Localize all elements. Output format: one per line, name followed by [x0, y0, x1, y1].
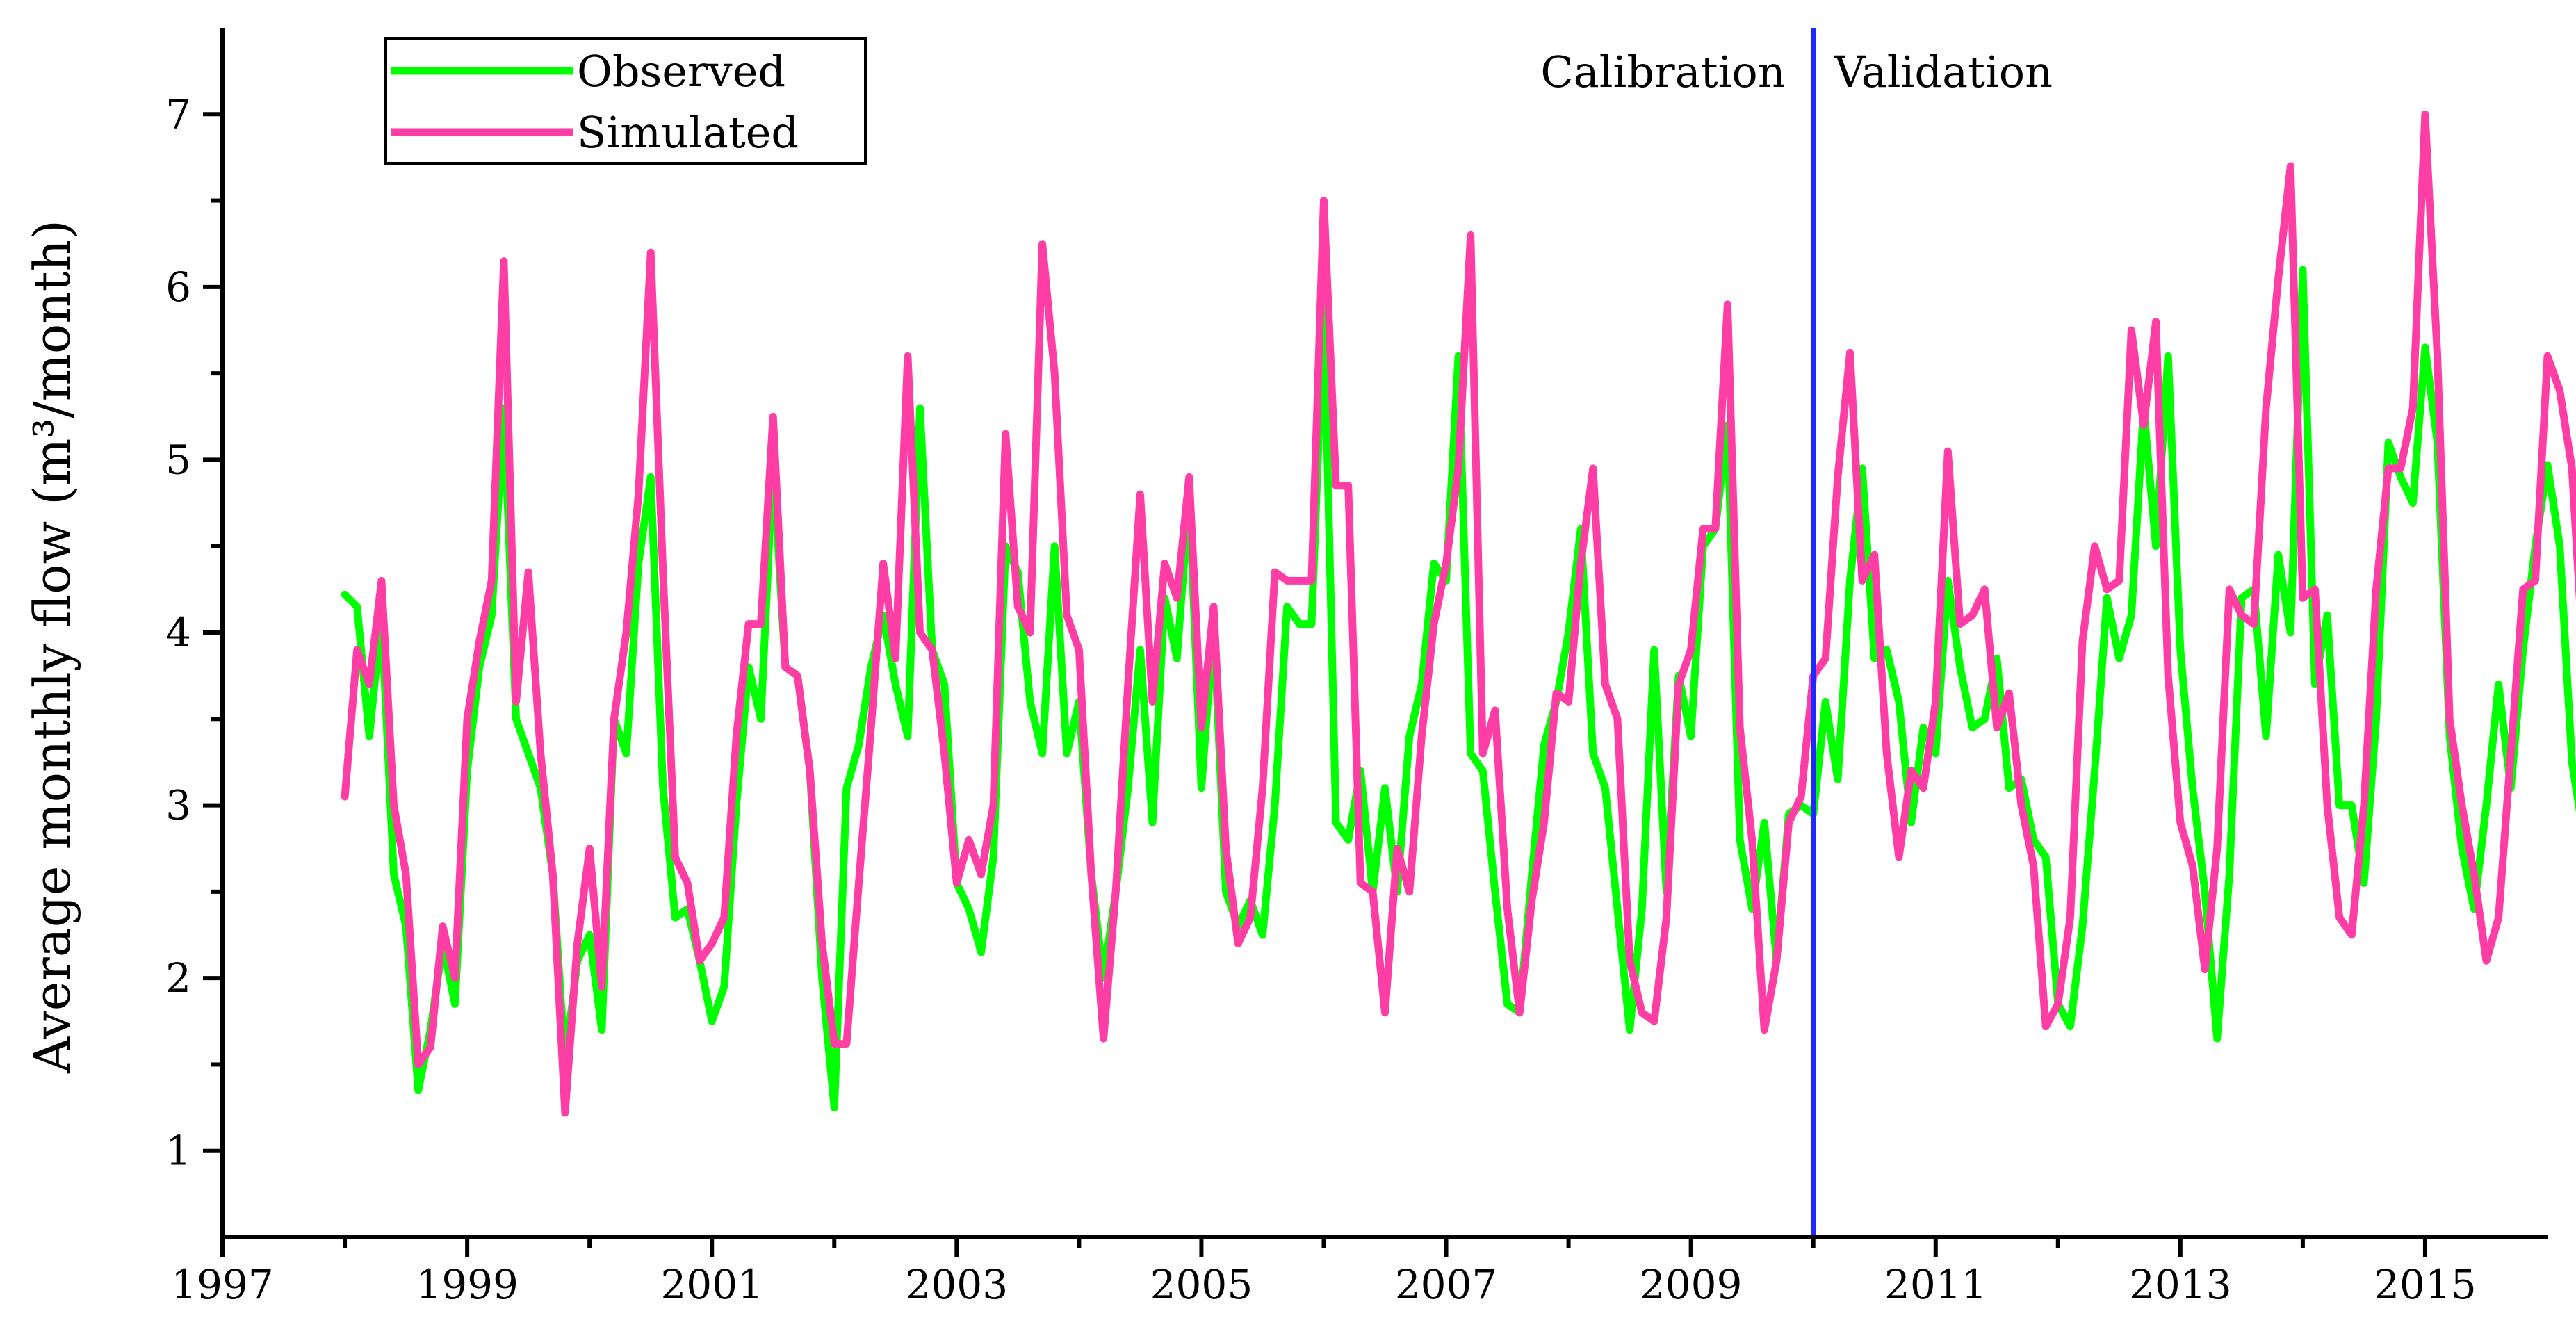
- calibration-label: Calibration: [1540, 47, 1785, 97]
- x-tick-label: 2007: [1395, 1261, 1498, 1308]
- legend-box: [384, 37, 867, 165]
- y-tick-label: 4: [165, 609, 191, 656]
- series-layer: [341, 110, 2576, 1117]
- x-tick-label: 2005: [1150, 1261, 1253, 1308]
- y-tick-label: 2: [165, 954, 191, 1002]
- x-tick-label: 2003: [906, 1261, 1009, 1308]
- legend-label-observed: Observed: [577, 46, 785, 97]
- y-tick-label: 6: [165, 263, 191, 311]
- validation-label: Validation: [1834, 47, 2053, 97]
- x-tick-label: 2013: [2129, 1261, 2232, 1308]
- x-tick-label: 2009: [1640, 1261, 1743, 1308]
- y-tick-label: 3: [165, 782, 191, 829]
- series-line-simulated: [341, 110, 2576, 1117]
- axes: 1 2 3 4 5 6 7 1997 1999 2001 2003 2005 2007 2009 2011 2…: [165, 28, 2548, 1308]
- y-axis-title: Average monthly flow (m³/month): [23, 220, 81, 1074]
- legend-label-simulated: Simulated: [577, 107, 799, 158]
- x-tick-label: 2011: [1884, 1261, 1987, 1308]
- x-tick-label: 1997: [171, 1261, 274, 1308]
- legend: Observed Simulated: [384, 37, 867, 165]
- x-tick-label: 1999: [416, 1261, 519, 1308]
- x-tick-label: 2001: [660, 1261, 763, 1308]
- y-tick-label: 7: [165, 90, 191, 138]
- x-tick-label: 2015: [2374, 1261, 2477, 1308]
- y-tick-label: 5: [165, 436, 191, 483]
- y-tick-label: 1: [165, 1127, 191, 1175]
